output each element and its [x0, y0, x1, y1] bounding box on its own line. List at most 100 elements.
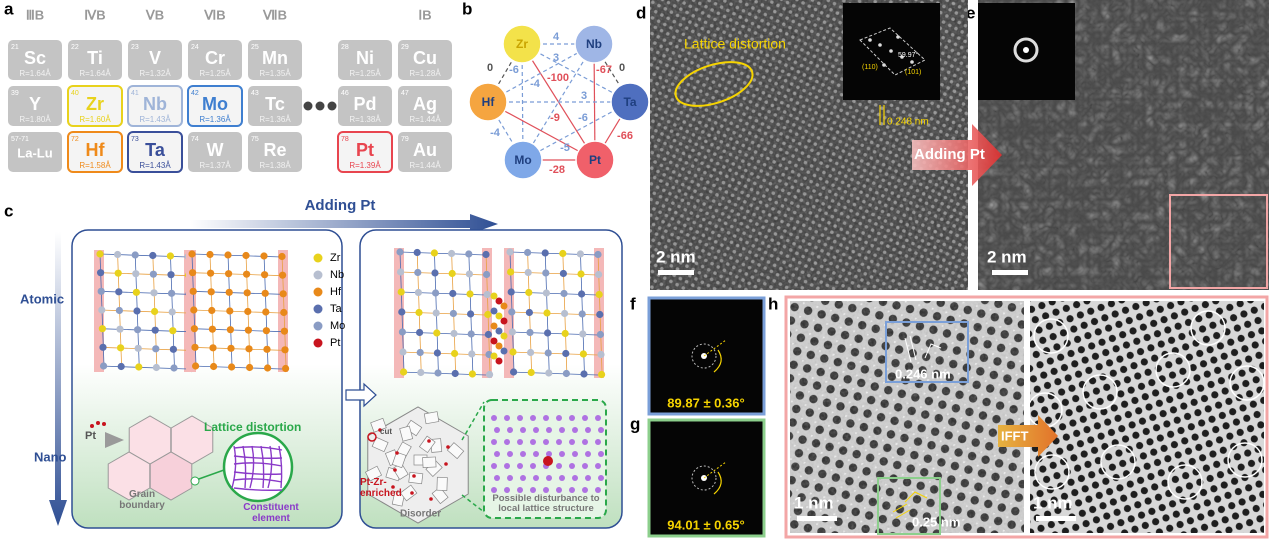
atom: [413, 248, 421, 257]
distortion-label: Lattice distortion: [684, 36, 786, 52]
atom: [133, 307, 141, 315]
disorder-circle: [1155, 352, 1191, 388]
element-cell: [8, 86, 62, 126]
pt-atom: [412, 474, 416, 478]
disorder-circle: [1034, 454, 1070, 490]
lattice-dot: [530, 415, 536, 421]
atom: [484, 310, 492, 319]
atom: [508, 308, 516, 316]
plane-label: (110): [862, 64, 878, 71]
lattice-dot: [504, 487, 510, 493]
atom: [595, 290, 603, 299]
legend-swatch: [313, 321, 323, 331]
atom: [483, 270, 491, 279]
element-symbol: Cr: [205, 48, 225, 68]
atomic-number: 42: [191, 90, 199, 97]
lattice-dot: [520, 451, 526, 457]
atom: [100, 362, 108, 370]
element-node: [610, 82, 650, 122]
disorder-label: Disorder: [400, 509, 441, 520]
atom: [598, 370, 606, 379]
element-cell: [398, 40, 452, 80]
lattice-dot: [507, 451, 513, 457]
atom: [451, 369, 459, 378]
atom: [433, 349, 441, 357]
legend-swatch: [313, 287, 323, 297]
lattice-dot: [494, 451, 500, 457]
enthalpy-edge: [522, 43, 595, 161]
atom: [150, 289, 158, 297]
atom: [398, 328, 406, 336]
element-symbol: Ti: [87, 48, 103, 68]
atom: [448, 249, 456, 258]
atomic-radius: R=1.64Å: [79, 69, 111, 78]
atom: [524, 248, 532, 257]
atom: [562, 349, 570, 358]
atom: [207, 288, 215, 296]
element-symbol: Cu: [413, 48, 437, 68]
atom: [224, 251, 232, 259]
atom: [432, 289, 440, 297]
element-cell: [67, 85, 123, 127]
lattice-dot: [533, 451, 539, 457]
element-symbol: Ta: [145, 140, 166, 160]
node-label: Hf: [482, 95, 496, 109]
lattice-dot: [559, 475, 565, 481]
atom: [559, 249, 567, 258]
element-cell: [188, 40, 242, 80]
plane-label: (101): [905, 69, 921, 76]
atom: [117, 344, 125, 352]
scale-label: 1 nm: [794, 493, 834, 512]
arrow-label: Adding Pt: [914, 146, 985, 163]
lattice-dot: [556, 415, 562, 421]
distortion-circle: [222, 431, 294, 503]
atom-cluster: [490, 307, 498, 315]
grain-fragment: [418, 435, 436, 454]
atom: [98, 325, 106, 333]
lattice-dot: [598, 427, 604, 433]
atomic-number: 28: [341, 44, 349, 51]
lattice-dot: [520, 427, 526, 433]
micrograph-noise: [790, 301, 1024, 533]
atomic-radius: R=1.60Å: [79, 115, 111, 124]
atom: [416, 328, 424, 337]
atom: [278, 252, 286, 261]
atomic-number: 21: [11, 44, 19, 51]
lattice-dot: [494, 475, 500, 481]
atom: [595, 270, 603, 279]
element-cell: [248, 40, 302, 80]
element-cell: [127, 85, 183, 127]
atomic-number: 75: [251, 136, 259, 143]
lattice-dot: [543, 415, 549, 421]
atom: [246, 363, 254, 372]
atomic-radius: R=1.36Å: [199, 115, 231, 124]
atom: [507, 288, 515, 296]
grain-boundary-label-box: Grain boundary: [119, 490, 165, 510]
atom: [508, 328, 516, 336]
atomic-number: 25: [251, 44, 259, 51]
scale-atomic: Atomic: [20, 291, 64, 306]
grain-fragment: [436, 476, 448, 491]
atomic-radius: R=1.38Å: [259, 161, 291, 170]
lattice-dot: [491, 487, 497, 493]
spacing-label: 0.25 nm: [912, 514, 960, 529]
atomic-number: 40: [71, 90, 79, 97]
atom: [188, 250, 196, 258]
atom: [467, 310, 475, 318]
atom: [433, 329, 441, 337]
atom: [262, 308, 270, 316]
atomic-radius: R=1.25Å: [349, 69, 381, 78]
atom: [168, 308, 176, 316]
atom: [541, 249, 549, 257]
lattice-dot: [546, 451, 552, 457]
atom: [524, 268, 532, 277]
scale-label: 2 nm: [987, 247, 1027, 266]
atom: [416, 348, 424, 357]
process-arrow: [190, 214, 498, 234]
distorted-lattice: [231, 445, 237, 489]
atom: [151, 307, 159, 316]
arrow-label: IFFT: [1001, 428, 1028, 443]
atom: [561, 309, 569, 318]
node-label: Nb: [586, 37, 602, 51]
